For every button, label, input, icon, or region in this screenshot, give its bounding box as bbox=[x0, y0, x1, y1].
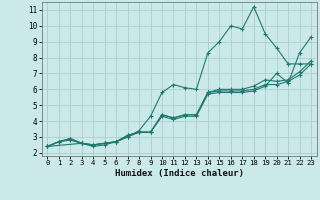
X-axis label: Humidex (Indice chaleur): Humidex (Indice chaleur) bbox=[115, 169, 244, 178]
